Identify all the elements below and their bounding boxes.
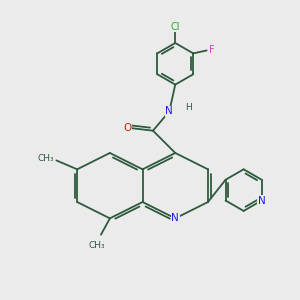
Text: Cl: Cl	[170, 22, 180, 32]
Text: CH₃: CH₃	[38, 154, 54, 164]
Text: H: H	[185, 103, 192, 112]
Text: O: O	[124, 123, 132, 133]
Text: CH₃: CH₃	[88, 241, 105, 250]
Text: F: F	[209, 45, 215, 56]
Text: N: N	[258, 196, 266, 206]
Text: N: N	[171, 213, 179, 224]
Text: N: N	[165, 106, 173, 116]
